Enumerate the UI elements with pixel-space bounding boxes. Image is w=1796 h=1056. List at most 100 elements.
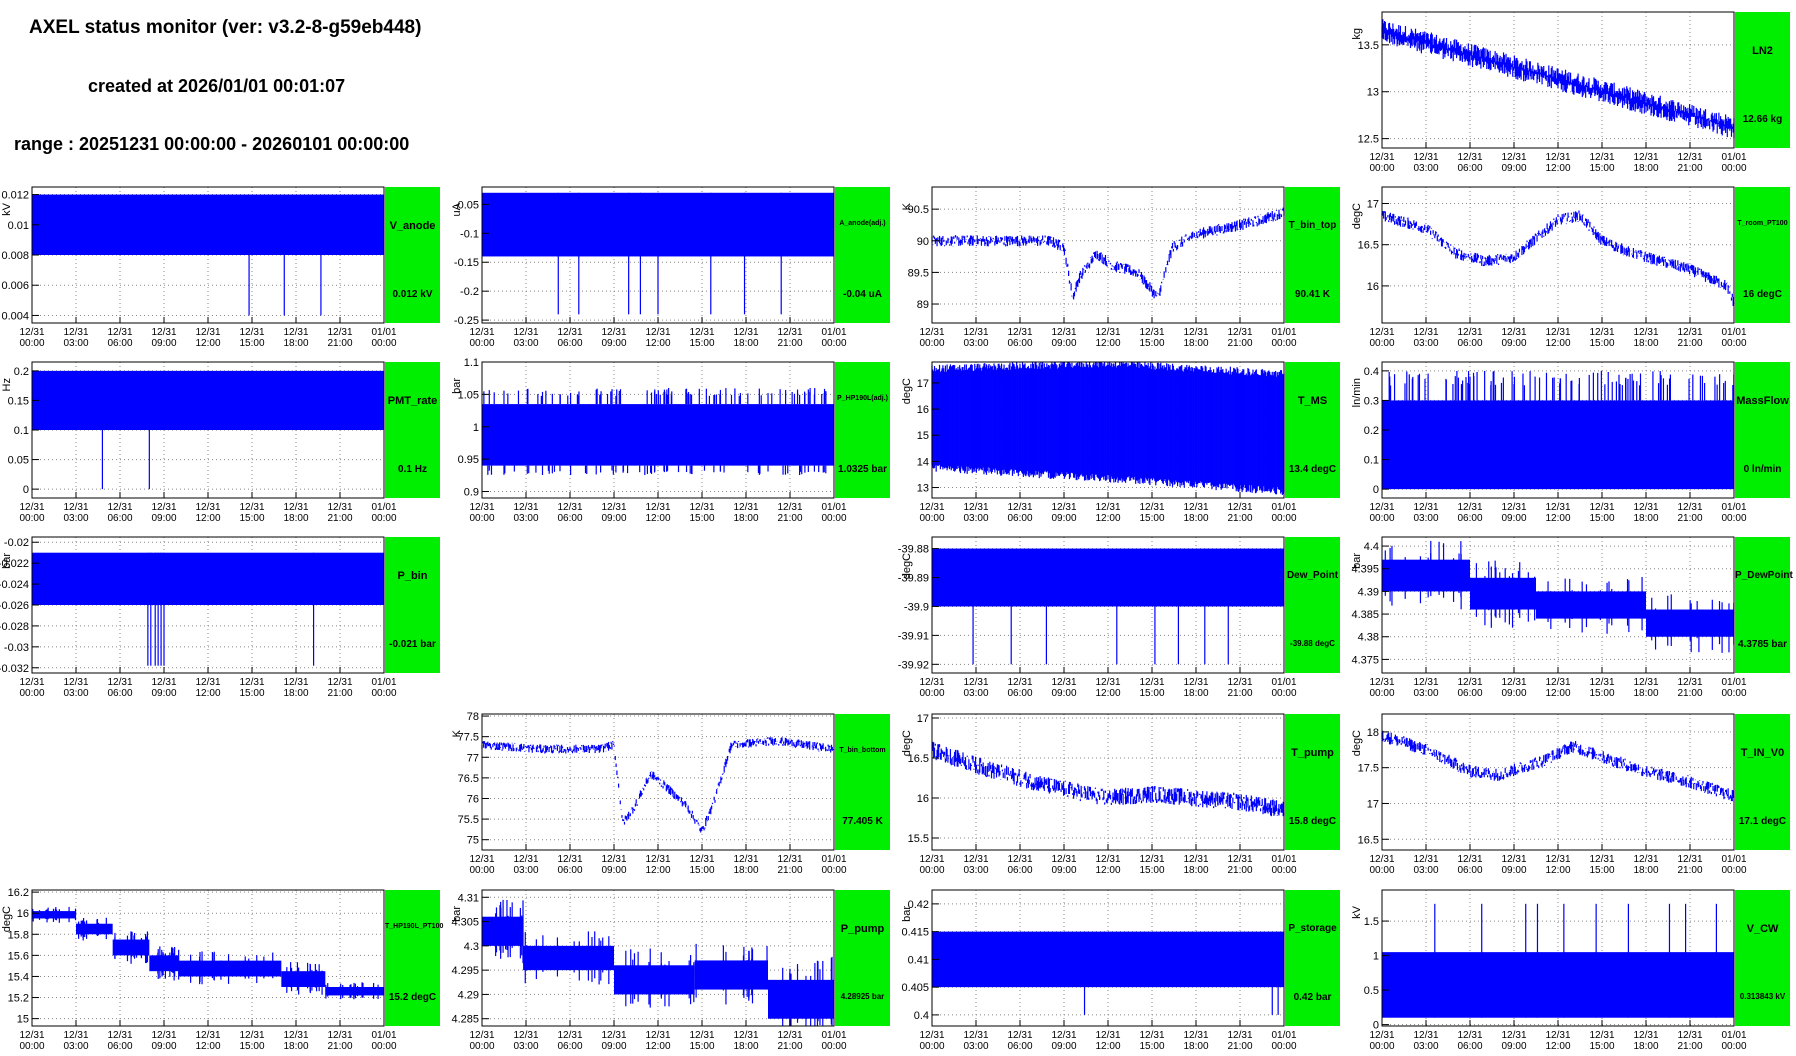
y-axis-label: K [451,729,463,737]
x-tick-label: 12/31 18:00 [733,854,758,876]
x-tick-label: 12/31 21:00 [1227,677,1252,699]
y-tick-label: 76 [467,793,479,805]
series-t-in-v0 [1381,730,1735,802]
x-tick-label: 12/31 03:00 [1413,854,1438,876]
y-axis-label: degC [1,906,13,932]
current-value: -39.88 degC [1290,639,1335,648]
series-name: T_HP190L_PT100 [385,923,444,930]
x-tick-label: 12/31 00:00 [919,677,944,699]
x-tick-label: 12/31 09:00 [1501,677,1526,699]
series-name: V_anode [389,220,436,232]
data-band [76,923,113,935]
chart-svg: 13 14 15 16 17 degC 12/31 00:00 12/31 03:00 12/31 0… [901,361,1297,524]
current-value: 13.4 degC [1288,464,1337,475]
y-axis-label: bar [451,378,463,394]
y-tick-label: 17 [917,713,929,725]
x-tick-label: 01/01 00:00 [371,677,396,699]
x-tick-label: 12/31 00:00 [469,502,494,524]
status-box: T_pump 15.8 degC [1285,714,1340,850]
series-name: T_bin_bottom [839,747,886,754]
y-axis-label: uA [451,202,463,216]
x-tick-label: 12/31 18:00 [1633,327,1658,349]
y-axis-label: kV [1,202,13,216]
y-tick-label: 0.01 [8,220,29,232]
current-value: 15.2 degC [388,992,437,1003]
x-tick-label: 12/31 03:00 [963,677,988,699]
x-tick-label: 01/01 00:00 [1721,152,1746,174]
x-tick-label: 12/31 03:00 [1413,327,1438,349]
y-tick-label: 16.5 [1358,834,1379,846]
y-tick-label: -0.026 [0,600,29,612]
x-tick-label: 12/31 06:00 [107,677,132,699]
current-value: 0 ln/min [1743,464,1782,475]
x-tick-label: 12/31 09:00 [151,677,176,699]
series-p-bin [32,552,384,666]
x-tick-label: 12/31 21:00 [327,327,352,349]
x-tick-label: 12/31 21:00 [1677,1030,1702,1052]
y-tick-label: -0.15 [454,257,479,269]
x-tick-label: 12/31 06:00 [1007,502,1032,524]
current-value: 4.3785 bar [1738,639,1787,650]
status-box: T_HP190L_PT100 15.2 degC [385,890,444,1026]
status-box: T_IN_V0 17.1 degC [1735,714,1790,850]
series-t-bin-top [931,207,1285,300]
x-tick-label: 12/31 12:00 [645,327,670,349]
y-axis-label: degC [901,730,913,756]
x-tick-label: 12/31 15:00 [239,677,264,699]
y-tick-label: -0.2 [460,286,479,298]
x-tick-label: 12/31 00:00 [19,502,44,524]
y-tick-label: -0.032 [0,663,29,675]
chart-panel-t-room-pt100: 16 16.5 17 degC 12/31 00:00 12/31 03:00 12/31 06:… [1350,183,1795,353]
x-tick-label: 01/01 00:00 [1721,502,1746,524]
x-tick-label: 12/31 21:00 [777,1030,802,1052]
x-tick-label: 12/31 12:00 [195,677,220,699]
chart-svg: 16 16.5 17 degC 12/31 00:00 12/31 03:00 12/31 06:… [1351,186,1747,349]
x-tick-label: 12/31 03:00 [1413,502,1438,524]
x-tick-label: 01/01 00:00 [371,502,396,524]
x-tick-label: 12/31 03:00 [1413,677,1438,699]
y-axis-label: ln/min [1351,378,1363,407]
y-tick-label: 4.285 [451,1014,479,1026]
y-tick-label: 77 [467,752,479,764]
x-tick-label: 12/31 21:00 [1677,152,1702,174]
x-tick-label: 12/31 00:00 [1369,327,1394,349]
x-tick-label: 12/31 03:00 [63,1030,88,1052]
x-tick-label: 12/31 09:00 [1051,677,1076,699]
current-value: 1.0325 bar [838,464,887,475]
chart-svg: 0 0.5 1 1.5kV 12/31 00:00 12/31 03:00 12/31 06:00… [1351,889,1747,1052]
y-tick-label: 16 [917,404,929,416]
x-tick-label: 12/31 06:00 [107,1030,132,1052]
x-tick-label: 12/31 03:00 [1413,152,1438,174]
x-tick-label: 12/31 06:00 [107,502,132,524]
y-axis-label: bar [1,553,13,569]
series-p-dewpoint [1382,540,1735,653]
x-tick-label: 01/01 00:00 [1271,677,1296,699]
chart-panel-p-pump: 4.285 4.29 4.295 4.3 4.305 4.31 bar 12/31 00:00 1… [450,886,895,1056]
x-tick-label: 12/31 06:00 [1457,677,1482,699]
x-tick-label: 12/31 09:00 [1501,152,1526,174]
status-box: MassFlow 0 ln/min [1735,362,1790,498]
status-box: P_HP190L(adj.) 1.0325 bar [835,362,890,498]
series-name: P_DewPoint [1735,570,1793,581]
series-name: MassFlow [1736,395,1789,407]
chart-panel-dew-point: -39.92 -39.91 -39.9 -39.89 -39.88 degC 12/31 00… [898,533,1345,703]
x-tick-label: 12/31 09:00 [601,502,626,524]
x-tick-label: 12/31 09:00 [151,502,176,524]
y-tick-label: 78 [467,711,479,723]
data-band [1382,952,1734,1018]
y-tick-label: 4.31 [458,892,479,904]
x-tick-label: 12/31 21:00 [1227,502,1252,524]
x-tick-label: 12/31 12:00 [1545,1030,1570,1052]
series-p-storage [932,931,1284,1015]
x-tick-label: 01/01 00:00 [821,327,846,349]
status-box: A_anode(adj.) -0.04 uA [835,187,890,323]
data-band [482,404,834,466]
status-box: Dew_Point -39.88 degC [1285,537,1340,673]
data-band [1382,559,1470,592]
x-tick-label: 12/31 03:00 [63,327,88,349]
y-axis-label: degC [1351,730,1363,756]
y-tick-label: -39.9 [904,601,929,613]
series-p-pump [482,899,834,1026]
data-band [281,971,326,987]
